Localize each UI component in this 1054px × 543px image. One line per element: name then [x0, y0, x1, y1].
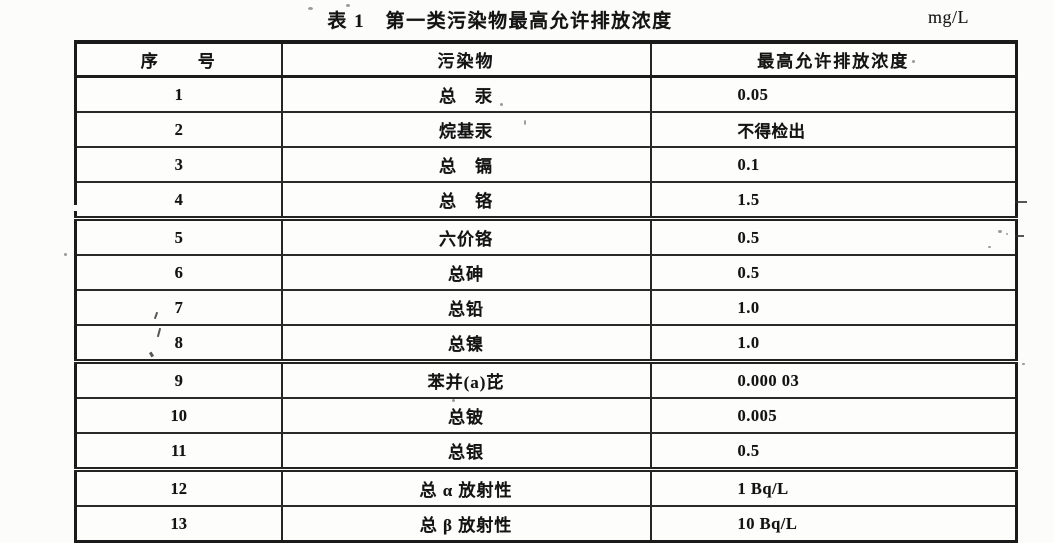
- row-number-cell: 10: [75, 398, 282, 434]
- scan-noise: [912, 60, 915, 63]
- scan-noise: [346, 4, 350, 7]
- pollutant-cell: 总 汞: [280, 76, 651, 113]
- scan-noise: [1022, 363, 1025, 365]
- row-number-cell: 5: [75, 218, 282, 256]
- row-number-cell: 2: [75, 112, 282, 148]
- pollutant-table: 序 号 污染物 最高允许排放浓度 1 总 汞 0.05 2 烷基汞 不得检出 3…: [74, 40, 1018, 543]
- value-cell: 0.5: [649, 433, 1017, 472]
- table-row: 1 总 汞 0.05: [75, 76, 1017, 113]
- pollutant-cell: 总铍: [280, 398, 651, 434]
- table-row: 11 总银 0.5: [75, 433, 1017, 472]
- table-title: 表 1 第一类污染物最高允许排放浓度: [327, 11, 673, 32]
- table-row: 3 总 镉 0.1: [75, 147, 1017, 183]
- header-index: 序 号: [75, 42, 282, 78]
- pollutant-cell: 总铅: [280, 290, 651, 326]
- pollutant-cell: 总银: [280, 433, 651, 472]
- value-cell: 10 Bq/L: [649, 506, 1017, 542]
- table-row: 12 总 α 放射性 1 Bq/L: [75, 469, 1017, 507]
- table-row: 5 六价铬 0.5: [75, 218, 1017, 256]
- scan-noise: [1015, 201, 1027, 203]
- table-row: 4 总 铬 1.5: [75, 182, 1017, 221]
- scan-noise: [64, 253, 67, 256]
- pollutant-cell: 烷基汞: [280, 112, 651, 148]
- table-row: 10 总铍 0.005: [75, 398, 1017, 434]
- pollutant-cell: 总 镉: [280, 147, 651, 183]
- scan-noise: [988, 246, 991, 248]
- table-row: 9 苯并(a)芘 0.000 03: [75, 361, 1017, 399]
- row-number-cell: 3: [75, 147, 282, 183]
- table-row: 2 烷基汞 不得检出: [75, 112, 1017, 148]
- value-cell: 0.05: [649, 76, 1017, 113]
- row-number-cell: 4: [75, 182, 282, 221]
- header-max-concentration: 最高允许排放浓度: [649, 42, 1017, 78]
- row-number-cell: 12: [75, 469, 282, 507]
- scan-noise: [524, 120, 526, 125]
- row-number-cell: 9: [75, 361, 282, 399]
- scan-noise: [308, 7, 313, 10]
- value-cell: 0.1: [649, 147, 1017, 183]
- pollutant-cell: 总 β 放射性: [280, 506, 651, 542]
- row-number-cell: 8: [75, 325, 282, 364]
- value-cell: 不得检出: [649, 112, 1017, 148]
- pollutant-cell: 苯并(a)芘: [280, 361, 651, 399]
- table-row: 7 总铅 1.0: [75, 290, 1017, 326]
- pollutant-cell: 总 α 放射性: [280, 469, 651, 507]
- scan-seam-gap: [72, 205, 79, 211]
- scan-noise: [500, 103, 503, 106]
- row-number-cell: 13: [170, 513, 188, 533]
- value-cell: 0.000 03: [649, 361, 1017, 399]
- header-pollutant: 污染物: [280, 42, 651, 78]
- pollutant-cell: 六价铬: [280, 218, 651, 256]
- scan-noise: [452, 399, 455, 402]
- header-row: 序 号 污染物 最高允许排放浓度: [75, 42, 1017, 78]
- pollutant-cell: 总镍: [280, 325, 651, 364]
- pollutant-cell: 总砷: [280, 255, 651, 291]
- scan-noise: [998, 230, 1002, 233]
- row-number-cell: 6: [75, 255, 282, 291]
- value-cell: 0.005: [649, 398, 1017, 434]
- table-row: 8 总镍 1.0: [75, 325, 1017, 364]
- value-cell: 1.0: [649, 325, 1017, 364]
- scan-noise: [1015, 235, 1024, 237]
- value-cell: 1.5: [649, 182, 1017, 221]
- value-cell: 0.5: [649, 255, 1017, 291]
- row-number-cell: 1: [75, 76, 282, 113]
- table-row: 6 总砷 0.5: [75, 255, 1017, 291]
- table-row: 13 总 β 放射性 10 Bq/L: [76, 506, 1017, 542]
- pollutant-cell: 总 铬: [280, 182, 651, 221]
- value-cell: 1.0: [649, 290, 1017, 326]
- unit-label: mg/L: [928, 7, 969, 27]
- row-number-cell: 7: [75, 290, 282, 326]
- scan-noise: [1006, 233, 1008, 235]
- value-cell: 0.5: [649, 218, 1017, 256]
- row-number-cell: 11: [75, 433, 282, 472]
- value-cell: 1 Bq/L: [649, 469, 1017, 507]
